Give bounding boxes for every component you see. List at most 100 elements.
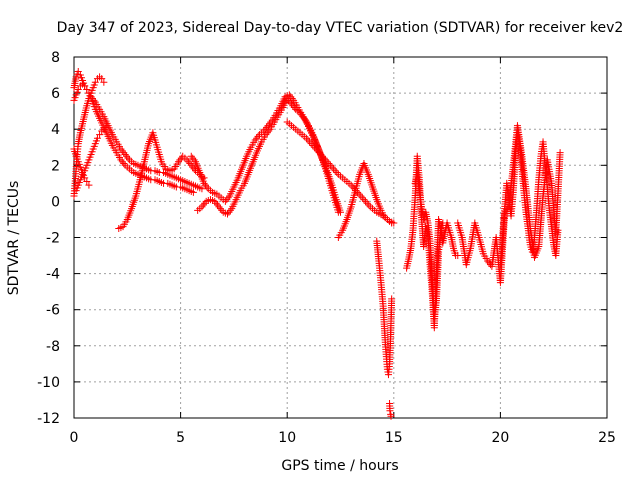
data-point <box>118 158 126 166</box>
data-point <box>320 154 328 162</box>
y-tick-label: -8 <box>46 339 60 355</box>
data-point <box>357 192 365 200</box>
series-arc-5 <box>70 145 93 189</box>
data-point <box>214 201 222 209</box>
data-point <box>360 196 368 204</box>
data-point <box>307 140 315 148</box>
data-point <box>215 203 223 211</box>
data-point <box>174 158 182 166</box>
series-arc-12 <box>386 400 395 420</box>
data-point <box>310 143 318 151</box>
data-point <box>454 252 462 260</box>
data-point <box>117 156 125 164</box>
data-point <box>218 206 226 214</box>
series-arc-6 <box>115 129 208 232</box>
data-point <box>81 174 89 182</box>
data-point <box>176 156 184 164</box>
data-point <box>201 199 209 207</box>
y-tick-label: 2 <box>51 158 60 174</box>
data-point <box>223 196 231 204</box>
data-point <box>251 136 259 144</box>
y-tick-label: 8 <box>51 50 60 66</box>
data-point <box>225 208 233 216</box>
data-point <box>331 167 339 175</box>
data-point <box>309 141 317 149</box>
data-point <box>189 188 197 196</box>
data-point <box>554 226 562 234</box>
data-point <box>439 219 447 227</box>
data-point <box>355 190 363 198</box>
data-point <box>330 165 338 173</box>
data-point <box>74 67 82 75</box>
data-point <box>365 201 373 209</box>
y-tick-label: -6 <box>46 303 60 319</box>
x-tick-label: 15 <box>385 430 403 446</box>
data-point <box>83 178 91 186</box>
data-point <box>363 199 371 207</box>
data-point <box>358 194 366 202</box>
y-tick-labels: -12 -10 -8 -6 -4 -2 0 2 4 6 8 <box>37 50 60 427</box>
data-point <box>264 122 272 130</box>
data-point <box>100 78 108 86</box>
series-arc-8 <box>187 91 344 216</box>
data-point <box>102 123 110 131</box>
data-point <box>386 407 394 415</box>
data-point <box>326 161 334 169</box>
data-point <box>485 259 493 267</box>
data-point <box>189 154 197 162</box>
data-point <box>221 197 229 205</box>
series-arc-10 <box>334 159 398 241</box>
data-point <box>203 183 211 191</box>
data-point <box>265 120 273 128</box>
data-point <box>226 206 234 214</box>
data-point <box>187 152 195 160</box>
data-point <box>212 199 220 207</box>
data-point <box>91 78 99 86</box>
y-tick-label: -10 <box>37 375 60 391</box>
data-point <box>318 152 326 160</box>
data-point <box>198 185 206 193</box>
data-point <box>120 159 128 167</box>
data-point <box>85 181 93 189</box>
data-point <box>317 150 325 158</box>
y-tick-label: 6 <box>51 86 60 102</box>
series-arc-11 <box>373 237 396 379</box>
data-point <box>120 149 128 157</box>
data-point <box>304 136 312 144</box>
data-point <box>124 154 132 162</box>
data-point <box>98 75 106 83</box>
data-point <box>190 165 198 173</box>
series-arc-16 <box>496 129 562 269</box>
data-point <box>74 85 82 93</box>
data-point <box>322 156 330 164</box>
data-point <box>387 412 395 420</box>
data-point <box>287 100 295 108</box>
data-point <box>93 134 101 142</box>
data-point <box>224 194 232 202</box>
series-arc-1 <box>70 67 197 196</box>
data-point <box>254 132 262 140</box>
data-point <box>333 169 341 177</box>
data-point <box>190 156 198 164</box>
data-point <box>287 93 295 101</box>
data-point <box>224 210 232 218</box>
data-point <box>262 131 270 139</box>
data-point <box>123 152 131 160</box>
data-point <box>325 159 333 167</box>
data-point <box>349 183 357 191</box>
x-tick-label: 5 <box>176 430 185 446</box>
data-point <box>184 158 192 166</box>
x-tick-label: 25 <box>598 430 616 446</box>
y-tick-label: 4 <box>51 122 60 138</box>
x-tick-label: 20 <box>491 430 509 446</box>
data-point <box>253 134 261 142</box>
data-point <box>323 158 331 166</box>
data-point <box>315 149 323 157</box>
plot-frame <box>73 56 608 419</box>
series-arc-14 <box>411 169 447 323</box>
data-point <box>183 156 191 164</box>
data-point <box>286 98 294 106</box>
data-point <box>117 145 125 153</box>
data-point <box>388 295 396 303</box>
